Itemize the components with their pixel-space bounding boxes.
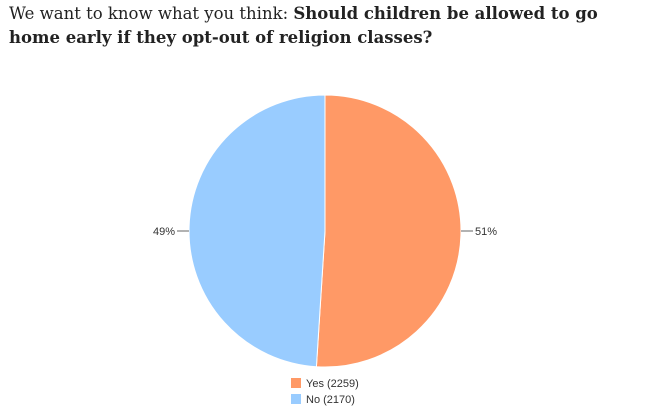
legend-swatch-yes: [291, 378, 301, 388]
question-text: Should children be allowed to go home ea…: [9, 4, 598, 47]
poll-question: We want to know what you think: Should c…: [9, 2, 641, 50]
question-lead: We want to know what you think:: [9, 4, 294, 23]
legend-swatch-no: [291, 394, 301, 404]
legend-label-yes: Yes (2259): [306, 378, 359, 390]
chart-legend: Yes (2259) No (2170): [291, 378, 359, 406]
pie-callouts: 51% 49%: [153, 226, 497, 238]
pie-slice-no: [188, 94, 326, 368]
legend-label-no: No (2170): [306, 394, 355, 406]
pie-slices: [188, 94, 462, 368]
percent-label-yes: 51%: [475, 226, 497, 238]
percent-label-no: 49%: [153, 226, 175, 238]
pie-slice-yes: [315, 94, 462, 368]
